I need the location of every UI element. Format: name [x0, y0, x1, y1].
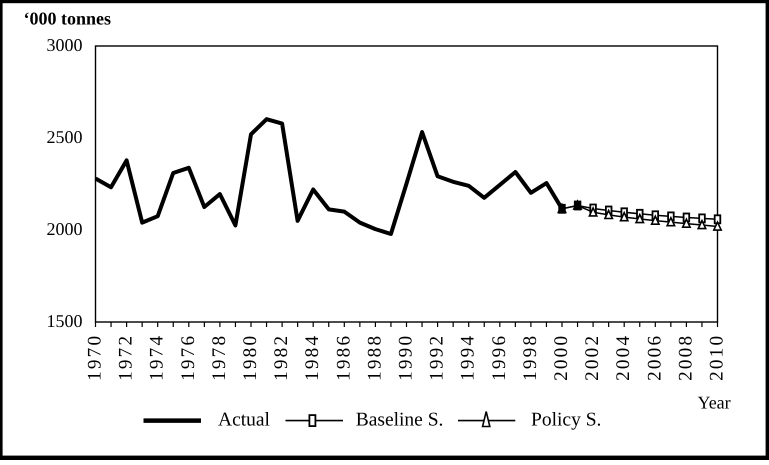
svg-text:3000: 3000 [47, 35, 83, 55]
svg-text:1992: 1992 [427, 334, 448, 381]
svg-text:1978: 1978 [209, 334, 230, 381]
svg-text:Actual: Actual [218, 409, 271, 430]
svg-text:‘000 tonnes: ‘000 tonnes [24, 9, 112, 29]
svg-text:1976: 1976 [178, 334, 199, 381]
svg-text:2004: 2004 [613, 334, 634, 381]
svg-text:2010: 2010 [707, 334, 728, 381]
svg-text:1500: 1500 [47, 311, 83, 331]
svg-text:1988: 1988 [364, 334, 385, 381]
svg-text:1974: 1974 [147, 334, 168, 381]
svg-text:1982: 1982 [271, 334, 292, 381]
svg-text:1972: 1972 [116, 334, 137, 381]
svg-text:1970: 1970 [85, 334, 106, 381]
svg-text:1990: 1990 [396, 334, 417, 381]
svg-text:2008: 2008 [675, 334, 696, 381]
svg-text:1994: 1994 [458, 334, 479, 381]
svg-text:Year: Year [698, 393, 731, 413]
svg-text:2002: 2002 [582, 334, 603, 381]
svg-text:2006: 2006 [644, 334, 665, 381]
svg-text:1984: 1984 [302, 334, 323, 381]
svg-text:1998: 1998 [520, 334, 541, 381]
svg-text:2000: 2000 [47, 219, 83, 239]
svg-text:1996: 1996 [489, 334, 510, 381]
svg-text:1986: 1986 [333, 334, 354, 381]
svg-text:Baseline S.: Baseline S. [356, 409, 444, 430]
svg-text:Policy S.: Policy S. [531, 409, 601, 430]
svg-text:2500: 2500 [47, 127, 83, 147]
svg-text:2000: 2000 [551, 334, 572, 381]
svg-text:1980: 1980 [240, 334, 261, 381]
